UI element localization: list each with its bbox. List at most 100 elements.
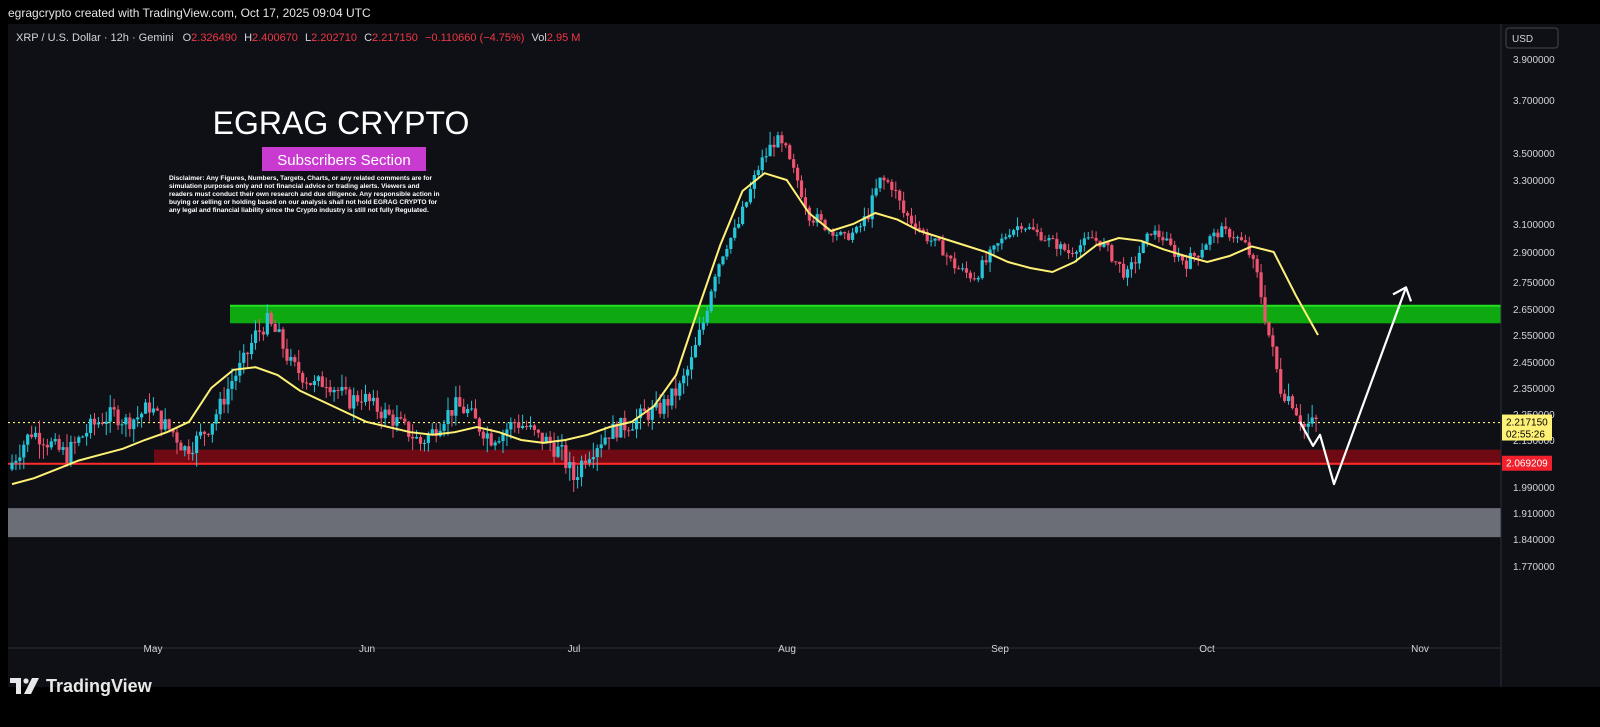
- candle-body: [30, 434, 34, 438]
- y-tick-label: 1.770000: [1513, 562, 1555, 573]
- candle: [120, 419, 124, 435]
- candle-body: [33, 432, 38, 438]
- candle-body: [1106, 242, 1110, 246]
- candle: [929, 234, 933, 247]
- candle-body: [1118, 261, 1122, 264]
- candle-body: [214, 414, 218, 424]
- candle: [277, 322, 281, 333]
- candle-body: [583, 460, 588, 464]
- candle-body: [1102, 242, 1106, 247]
- candle-body: [1263, 297, 1267, 322]
- candle-body: [587, 459, 592, 464]
- x-tick-label: Sep: [991, 644, 1009, 655]
- footer-bar: [0, 687, 1600, 727]
- disclaimer-line: any legal and financial liability since …: [169, 207, 429, 214]
- candle-body: [124, 417, 128, 425]
- candle: [1082, 232, 1086, 252]
- candle: [179, 440, 183, 451]
- candle-body: [167, 419, 171, 429]
- candle-body: [328, 386, 332, 393]
- candle-body: [1212, 232, 1216, 237]
- candle: [772, 136, 776, 157]
- candle: [261, 326, 265, 341]
- candle: [737, 217, 741, 229]
- candle: [536, 428, 540, 438]
- candle-body: [721, 256, 725, 265]
- candle: [709, 289, 713, 313]
- candle: [1290, 394, 1295, 410]
- candle-body: [281, 329, 285, 349]
- candle-body: [202, 431, 207, 434]
- candle-body: [689, 357, 694, 370]
- support-zone: [154, 449, 1501, 465]
- y-tick-label: 2.650000: [1513, 305, 1555, 316]
- candle-body: [159, 410, 163, 430]
- candle: [1283, 389, 1287, 403]
- candle: [234, 369, 238, 391]
- candle-body: [391, 414, 395, 426]
- candle-body: [367, 393, 372, 402]
- candle-body: [65, 447, 69, 464]
- candle: [285, 338, 289, 365]
- candle: [418, 435, 423, 451]
- candle: [756, 165, 760, 179]
- candle-body: [929, 240, 933, 242]
- candle: [1004, 233, 1008, 241]
- candle: [913, 214, 918, 235]
- candle: [1027, 223, 1031, 231]
- candle: [363, 384, 368, 406]
- candle: [65, 434, 69, 467]
- candle: [22, 440, 26, 469]
- candle: [14, 454, 18, 471]
- candle-body: [1122, 263, 1126, 278]
- candle: [316, 375, 320, 387]
- candle: [147, 393, 152, 422]
- candle-body: [1306, 423, 1310, 427]
- candle-body: [780, 135, 784, 144]
- candle: [489, 428, 493, 447]
- subscribers-badge: [262, 147, 426, 171]
- candle-body: [1114, 261, 1118, 263]
- candle-body: [375, 397, 379, 412]
- candle: [517, 414, 521, 434]
- candle-body: [1286, 396, 1291, 402]
- candle-body: [1231, 237, 1236, 239]
- open-value: 2.326490: [191, 32, 238, 44]
- price-chart[interactable]: USD 3.900000 3.700000 3.500000 3.300000 3.100…: [8, 24, 1600, 687]
- candle-body: [1125, 269, 1130, 278]
- candle: [1118, 261, 1122, 273]
- x-tick-label: Jun: [359, 644, 375, 655]
- candle: [902, 191, 906, 218]
- candle-body: [418, 437, 423, 444]
- candle: [10, 454, 14, 472]
- candle-body: [697, 329, 701, 345]
- candle: [933, 238, 937, 247]
- candle: [909, 207, 914, 228]
- candle: [403, 414, 407, 425]
- candle: [1294, 404, 1299, 417]
- candle-body: [1192, 252, 1196, 256]
- support-price-label-bg: [1502, 455, 1552, 471]
- candle: [1067, 243, 1071, 260]
- candle-body: [73, 441, 77, 443]
- scenario-arrow-path: [1299, 287, 1408, 486]
- candle: [634, 408, 639, 439]
- candle-body: [1008, 234, 1012, 238]
- candle: [1157, 224, 1161, 243]
- overlay-title: EGRAG CRYPTO: [213, 105, 470, 141]
- candle: [253, 320, 258, 350]
- candle-body: [878, 177, 882, 189]
- candle-body: [1074, 252, 1079, 254]
- chart-panel[interactable]: USD 3.900000 3.700000 3.500000 3.300000 3.100…: [8, 24, 1600, 687]
- candle-body: [469, 408, 474, 410]
- candle-body: [811, 220, 815, 223]
- tradingview-logo[interactable]: TradingView: [10, 676, 152, 696]
- lower-zone: [8, 508, 1501, 538]
- currency-button[interactable]: USD: [1512, 34, 1533, 45]
- candle: [976, 275, 980, 283]
- candle-body: [462, 406, 466, 414]
- candle: [375, 390, 379, 420]
- candle: [721, 255, 725, 266]
- candle-body: [980, 260, 984, 278]
- candle: [1243, 234, 1247, 244]
